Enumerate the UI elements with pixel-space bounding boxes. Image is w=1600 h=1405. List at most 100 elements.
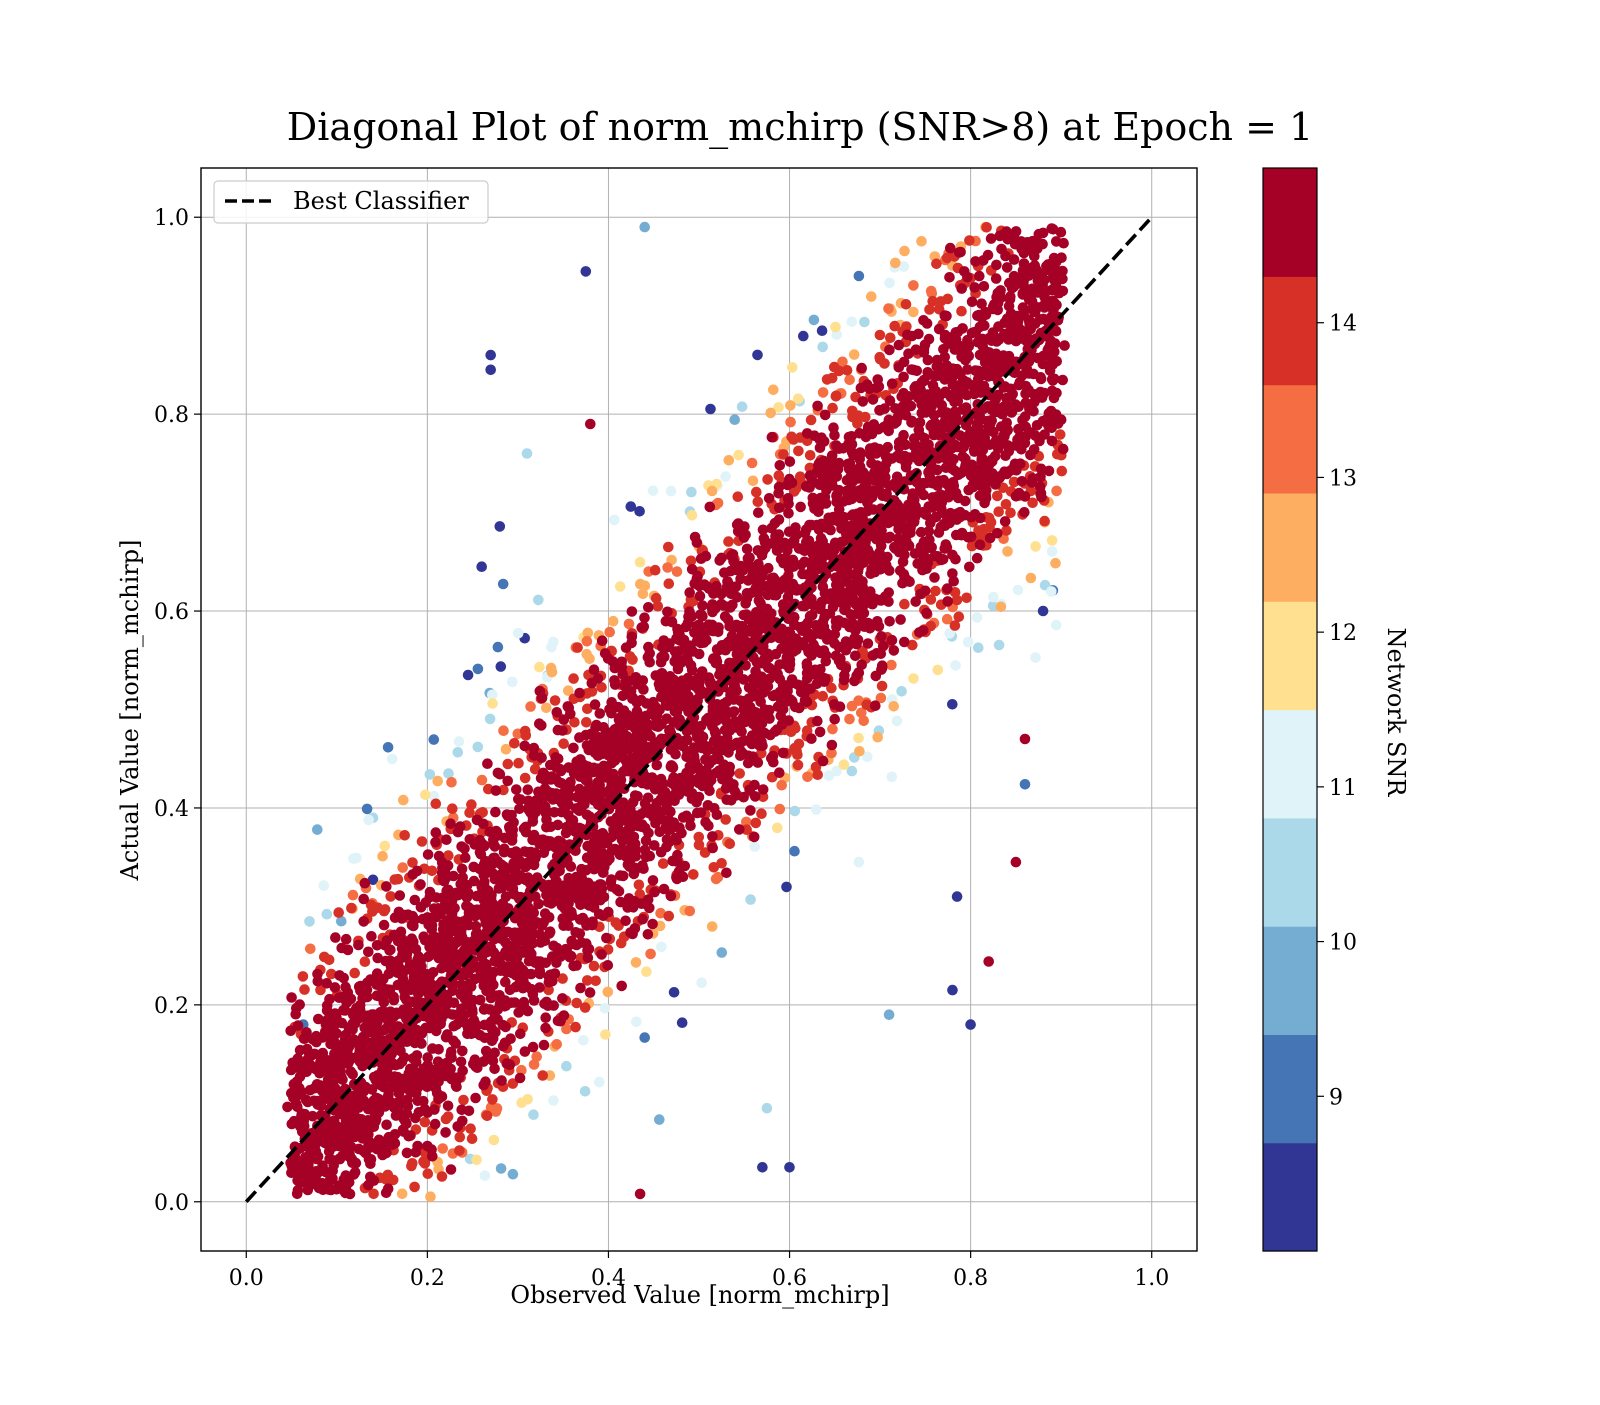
scatter-point — [360, 956, 371, 967]
scatter-point — [697, 670, 708, 681]
scatter-point — [553, 1016, 564, 1027]
scatter-point — [662, 700, 673, 711]
scatter-point — [454, 736, 465, 747]
scatter-point — [738, 792, 749, 803]
scatter-point — [714, 765, 725, 776]
scatter-point — [806, 733, 817, 744]
scatter-point — [734, 824, 745, 835]
scatter-point — [287, 1161, 298, 1172]
scatter-point — [520, 1046, 531, 1057]
scatter-point — [674, 866, 685, 877]
scatter-point — [423, 849, 434, 860]
scatter-point — [1036, 464, 1047, 475]
scatter-point — [529, 860, 540, 871]
scatter-point — [717, 947, 728, 958]
scatter-point — [994, 640, 1005, 651]
scatter-point — [1006, 465, 1017, 476]
scatter-point — [712, 810, 723, 821]
scatter-point — [964, 235, 975, 246]
scatter-point — [884, 345, 895, 356]
scatter-point — [641, 966, 652, 977]
scatter-point — [811, 804, 822, 815]
scatter-point — [925, 421, 936, 432]
scatter-point — [372, 1070, 383, 1081]
scatter-point — [360, 878, 371, 889]
scatter-point — [871, 671, 882, 682]
scatter-point — [776, 780, 787, 791]
scatter-point — [961, 593, 972, 604]
scatter-point — [763, 711, 774, 722]
scatter-point — [710, 726, 721, 737]
scatter-point — [896, 686, 907, 697]
scatter-point — [779, 538, 790, 549]
scatter-point — [639, 222, 650, 233]
scatter-point — [853, 733, 864, 744]
scatter-point — [1056, 414, 1067, 425]
scatter-point — [973, 366, 984, 377]
scatter-point — [916, 542, 927, 553]
scatter-point — [538, 768, 549, 779]
scatter-point — [979, 281, 990, 292]
scatter-point — [790, 806, 801, 817]
scatter-point — [592, 763, 603, 774]
scatter-point — [762, 1103, 773, 1114]
scatter-point — [705, 679, 716, 690]
scatter-point — [764, 493, 775, 504]
scatter-point — [486, 890, 497, 901]
scatter-point — [1051, 388, 1062, 399]
scatter-point — [1049, 275, 1060, 286]
scatter-point — [463, 670, 474, 681]
scatter-point — [909, 509, 920, 520]
scatter-point — [950, 660, 961, 671]
scatter-point — [375, 1080, 386, 1091]
scatter-point — [839, 605, 850, 616]
scatter-point — [748, 476, 759, 487]
scatter-point — [503, 944, 514, 955]
scatter-point — [934, 324, 945, 335]
scatter-point — [544, 912, 555, 923]
scatter-point — [936, 555, 947, 566]
scatter-point — [940, 310, 951, 321]
scatter-point — [707, 843, 718, 854]
scatter-point — [643, 929, 654, 940]
scatter-point — [697, 600, 708, 611]
scatter-point — [924, 369, 935, 380]
scatter-point — [887, 772, 898, 783]
scatter-point — [506, 848, 517, 859]
scatter-point — [559, 714, 570, 725]
scatter-point — [697, 624, 708, 635]
scatter-point — [545, 760, 556, 771]
scatter-point — [834, 655, 845, 666]
scatter-point — [920, 340, 931, 351]
scatter-point — [930, 394, 941, 405]
scatter-point — [906, 401, 917, 412]
scatter-point — [805, 611, 816, 622]
scatter-point — [427, 1151, 438, 1162]
scatter-point — [353, 940, 364, 951]
scatter-point — [763, 681, 774, 692]
scatter-point — [503, 810, 514, 821]
scatter-point — [480, 913, 491, 924]
scatter-point — [737, 401, 748, 412]
scatter-point — [718, 600, 729, 611]
scatter-point — [470, 1054, 481, 1065]
scatter-point — [734, 768, 745, 779]
scatter-point — [590, 699, 601, 710]
scatter-point — [666, 760, 677, 771]
scatter-point — [540, 1023, 551, 1034]
scatter-point — [915, 417, 926, 428]
scatter-point — [721, 868, 732, 879]
scatter-point — [325, 1013, 336, 1024]
scatter-point — [533, 595, 544, 606]
scatter-point — [789, 584, 800, 595]
scatter-point — [684, 587, 695, 598]
scatter-point — [1017, 476, 1028, 487]
scatter-point — [492, 1014, 503, 1025]
scatter-point — [697, 771, 708, 782]
scatter-point — [349, 968, 360, 979]
scatter-point — [664, 725, 675, 736]
scatter-point — [921, 608, 932, 619]
scatter-point — [942, 583, 953, 594]
scatter-point — [818, 691, 829, 702]
